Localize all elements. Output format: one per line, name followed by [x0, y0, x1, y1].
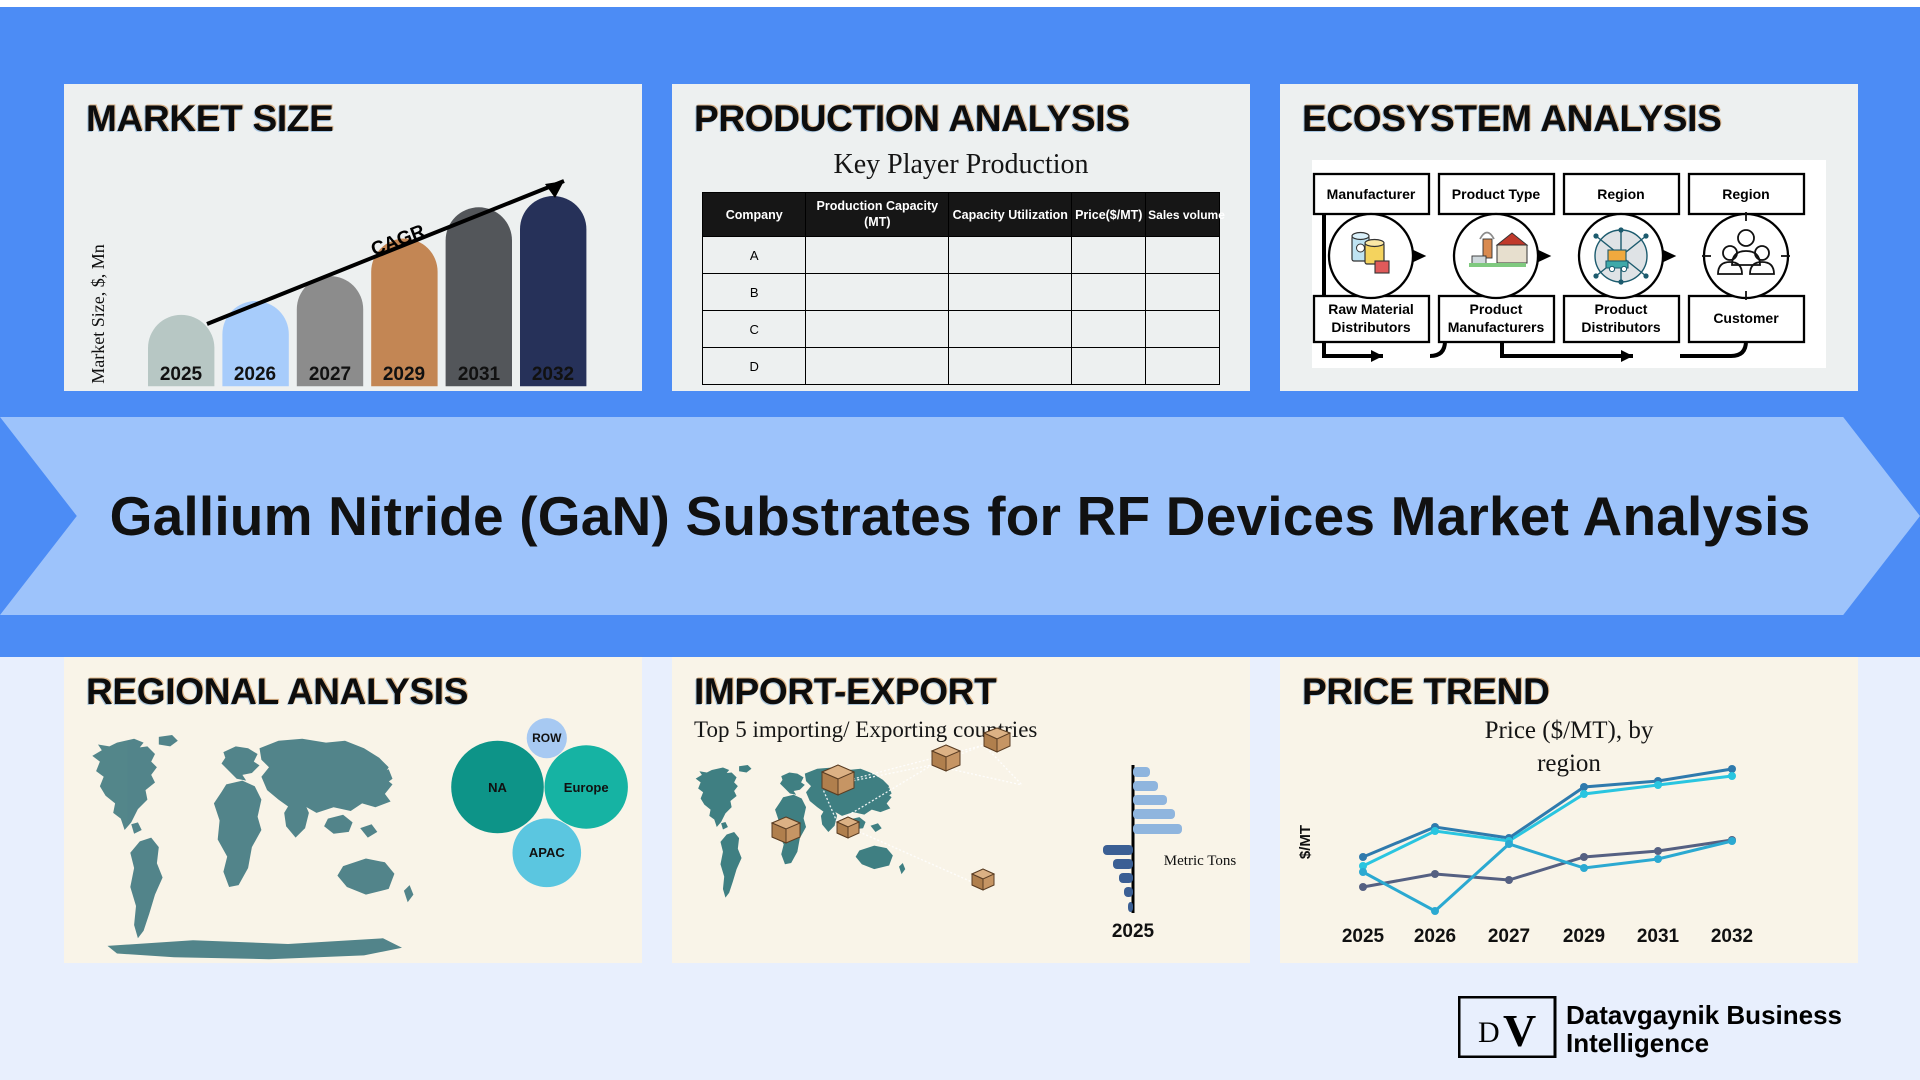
svg-text:Product: Product	[1595, 301, 1648, 317]
svg-text:2027: 2027	[1488, 926, 1530, 947]
svg-text:Region: Region	[1597, 186, 1644, 202]
svg-text:Region: Region	[1722, 186, 1769, 202]
svg-text:2031: 2031	[1637, 926, 1680, 947]
svg-text:2029: 2029	[1563, 926, 1605, 947]
svg-text:APAC: APAC	[529, 845, 565, 860]
svg-text:2025: 2025	[1112, 921, 1155, 942]
svg-text:Distributors: Distributors	[1331, 319, 1411, 335]
svg-text:V: V	[1503, 1005, 1536, 1056]
svg-text:2025: 2025	[1342, 926, 1385, 947]
svg-text:2032: 2032	[532, 364, 574, 385]
svg-text:2025: 2025	[160, 364, 203, 385]
svg-text:Manufacturer: Manufacturer	[1327, 186, 1416, 202]
svg-text:$/MT: $/MT	[1297, 825, 1314, 859]
svg-text:NA: NA	[488, 780, 507, 795]
svg-text:2027: 2027	[309, 364, 351, 385]
svg-text:Metric Tons: Metric Tons	[1164, 853, 1237, 869]
svg-text:2032: 2032	[1711, 926, 1753, 947]
svg-text:2029: 2029	[383, 364, 425, 385]
svg-text:D: D	[1478, 1016, 1500, 1049]
svg-text:Distributors: Distributors	[1581, 319, 1661, 335]
svg-text:Manufacturers: Manufacturers	[1448, 319, 1545, 335]
svg-text:Intelligence: Intelligence	[1566, 1028, 1709, 1058]
svg-text:ROW: ROW	[532, 731, 562, 745]
svg-text:Customer: Customer	[1713, 310, 1779, 326]
svg-text:2026: 2026	[234, 364, 276, 385]
svg-text:Product: Product	[1470, 301, 1523, 317]
svg-text:Datavgaynik Business: Datavgaynik Business	[1566, 1000, 1842, 1030]
svg-text:2031: 2031	[458, 364, 501, 385]
svg-text:Raw Material: Raw Material	[1328, 301, 1414, 317]
svg-text:Europe: Europe	[564, 780, 609, 795]
svg-text:Market Size, $, Mn: Market Size, $, Mn	[88, 244, 108, 383]
svg-text:2026: 2026	[1414, 926, 1456, 947]
svg-text:Product Type: Product Type	[1452, 186, 1541, 202]
